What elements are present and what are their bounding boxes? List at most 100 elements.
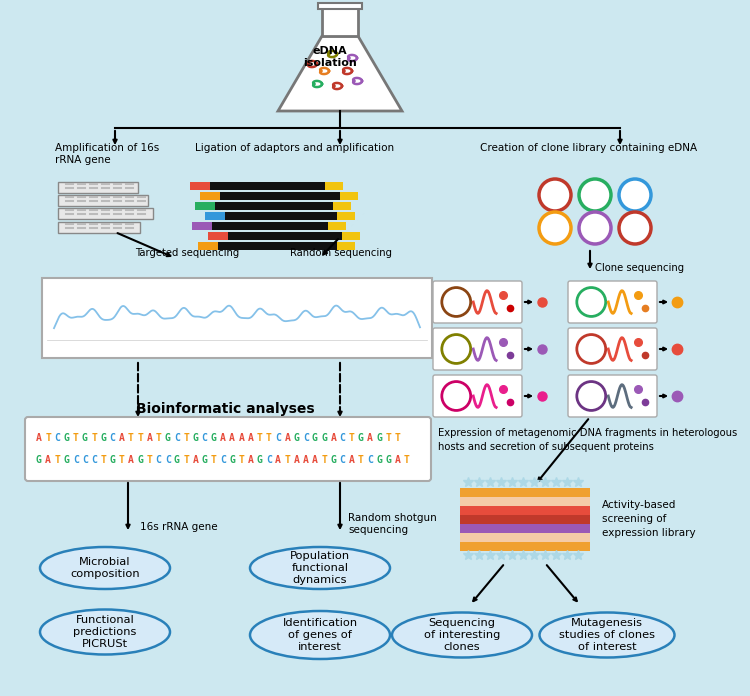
Text: T: T [128, 433, 133, 443]
Text: G: G [358, 433, 364, 443]
Text: T: T [183, 433, 189, 443]
Text: G: G [174, 455, 180, 465]
Circle shape [539, 179, 571, 211]
Circle shape [619, 212, 651, 244]
Text: Expression of metagenomic DNA fragments in heterologous
hosts and secretion of s: Expression of metagenomic DNA fragments … [438, 428, 737, 452]
Text: A: A [146, 433, 152, 443]
Text: C: C [340, 433, 346, 443]
Text: T: T [100, 455, 106, 465]
FancyBboxPatch shape [25, 417, 431, 481]
Text: 16s rRNA gene: 16s rRNA gene [140, 522, 218, 532]
Circle shape [577, 335, 606, 363]
Bar [228, 232, 342, 240]
Text: G: G [376, 433, 382, 443]
Bar [225, 212, 337, 220]
Text: Microbial
composition: Microbial composition [70, 557, 140, 579]
FancyBboxPatch shape [433, 375, 522, 417]
Bar [460, 506, 590, 515]
Bar [460, 488, 590, 497]
Bar [212, 222, 328, 230]
Ellipse shape [250, 547, 390, 589]
Text: Activity-based
screening of
expression library: Activity-based screening of expression l… [602, 500, 696, 539]
Bar [460, 533, 590, 542]
Text: T: T [45, 433, 51, 443]
Text: A: A [220, 433, 226, 443]
Text: A: A [128, 455, 133, 465]
Text: C: C [73, 455, 79, 465]
Text: G: G [82, 433, 88, 443]
Text: G: G [256, 455, 262, 465]
Text: C: C [340, 455, 346, 465]
Text: C: C [92, 455, 97, 465]
Circle shape [442, 287, 471, 317]
Text: Creation of clone library containing eDNA: Creation of clone library containing eDN… [480, 143, 698, 153]
FancyBboxPatch shape [58, 195, 148, 206]
Circle shape [579, 179, 611, 211]
Polygon shape [278, 36, 402, 111]
Text: A: A [293, 455, 299, 465]
Text: C: C [174, 433, 180, 443]
Circle shape [619, 179, 651, 211]
Text: A: A [303, 455, 309, 465]
Text: C: C [368, 455, 373, 465]
Bar [328, 222, 346, 230]
FancyBboxPatch shape [568, 281, 657, 323]
Text: C: C [220, 455, 226, 465]
Text: A: A [248, 433, 254, 443]
Text: Mutagenesis
studies of clones
of interest: Mutagenesis studies of clones of interes… [559, 619, 655, 651]
Text: G: G [165, 433, 171, 443]
Ellipse shape [392, 612, 532, 658]
Text: A: A [331, 433, 336, 443]
Text: C: C [82, 455, 88, 465]
Text: A: A [118, 433, 124, 443]
Text: Amplification of 16s
rRNA gene: Amplification of 16s rRNA gene [55, 143, 159, 164]
Bar [333, 202, 351, 210]
Text: T: T [146, 455, 152, 465]
Circle shape [442, 381, 471, 411]
Text: Clone sequencing: Clone sequencing [595, 263, 684, 273]
FancyBboxPatch shape [58, 182, 138, 193]
FancyBboxPatch shape [568, 375, 657, 417]
Text: G: G [137, 455, 143, 465]
Text: Functional
predictions
PICRUSt: Functional predictions PICRUSt [74, 615, 136, 649]
FancyBboxPatch shape [58, 222, 140, 233]
Text: A: A [349, 455, 355, 465]
Bar [337, 242, 355, 250]
Text: C: C [266, 455, 272, 465]
Text: A: A [275, 455, 281, 465]
Bar [337, 212, 355, 220]
FancyBboxPatch shape [568, 328, 657, 370]
Text: T: T [238, 455, 244, 465]
Text: A: A [230, 433, 235, 443]
Ellipse shape [40, 610, 170, 654]
Bar [460, 524, 590, 533]
Bar [460, 542, 590, 551]
Bar [208, 232, 228, 240]
Text: C: C [165, 455, 171, 465]
Bar [218, 242, 337, 250]
Text: C: C [155, 455, 161, 465]
FancyBboxPatch shape [433, 328, 522, 370]
Text: T: T [73, 433, 79, 443]
Bar [318, 3, 362, 9]
Text: G: G [193, 433, 198, 443]
Text: T: T [55, 455, 60, 465]
Text: Identification
of genes of
interest: Identification of genes of interest [283, 619, 358, 651]
Text: G: G [202, 455, 208, 465]
Text: A: A [248, 455, 254, 465]
Text: G: G [321, 433, 327, 443]
Text: T: T [321, 455, 327, 465]
Text: T: T [183, 455, 189, 465]
Text: T: T [118, 455, 124, 465]
Text: T: T [284, 455, 290, 465]
Ellipse shape [250, 611, 390, 659]
Bar [460, 497, 590, 506]
Text: C: C [110, 433, 116, 443]
Text: G: G [376, 455, 382, 465]
Circle shape [579, 212, 611, 244]
Text: C: C [55, 433, 60, 443]
Bar [205, 212, 225, 220]
Bar [325, 182, 343, 190]
Bar [340, 192, 358, 200]
Text: A: A [193, 455, 198, 465]
